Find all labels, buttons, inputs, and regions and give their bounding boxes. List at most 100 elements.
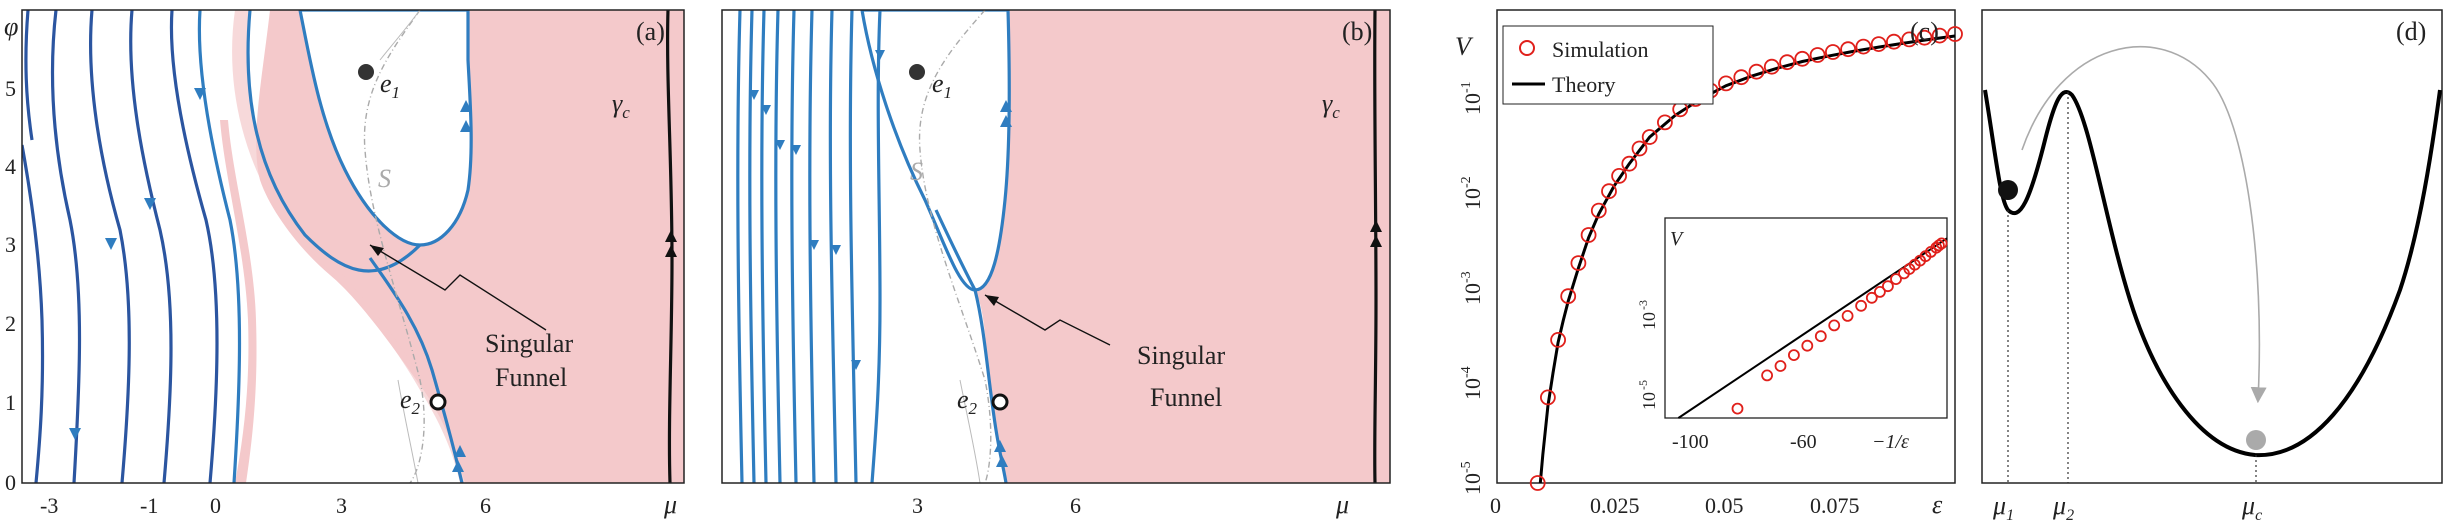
svg-text:-1: -1 [1459,81,1474,93]
panel-tag-b: (b) [1342,17,1372,46]
y-axis-label-a: φ [4,12,18,41]
svg-text:μ1: μ1 [1992,491,2014,523]
panel-c: Simulation Theory (c) V ε 10-5 10-4 10-3… [1455,9,1963,519]
e2-label-a: e2 [400,385,421,418]
simulation-point [1761,369,1773,382]
inset-y-label: V [1670,228,1685,250]
simulation-point [1825,44,1841,60]
y-ticks-c: 10-5 10-4 10-3 10-2 10-1 [1459,81,1485,495]
inset-y-ticks: 10 -5 10 -3 [1636,300,1659,410]
ellipse-region-b [860,10,1011,292]
simulation-point [1733,69,1750,86]
axes-frame-d [1981,9,2443,484]
simulation-point [1801,339,1814,352]
x-axis-label-b: μ [1335,490,1349,519]
simulation-point [1828,319,1841,332]
svg-text:μ2: μ2 [2052,491,2074,523]
simulation-point [1748,63,1765,80]
svg-text:0: 0 [5,470,16,495]
e1-label-b: e1 [932,69,952,102]
x-axis-label-c: ε [1932,490,1943,519]
surface-s-curve-b [918,10,992,483]
simulation-point [1882,280,1894,293]
simulation-point [1841,309,1854,322]
legend-marker-simulation [1519,40,1535,56]
svg-text:0: 0 [1490,493,1501,518]
svg-text:10: 10 [1639,392,1659,410]
svg-text:2: 2 [5,311,16,336]
inset-plot-c [1677,237,1948,419]
simulation-point [1621,155,1638,172]
svg-text:0: 0 [210,493,221,518]
panel-tag-c: (c) [1910,17,1939,46]
svg-text:10: 10 [1460,93,1485,115]
equilibrium-e1-b [909,64,925,80]
surface-s-label-b: S [910,157,923,186]
legend-theory-label: Theory [1552,72,1616,97]
axes-frame-a [21,9,685,484]
simulation-point [1631,140,1648,157]
simulation-point [1657,114,1673,131]
panel-tag-a: (a) [636,17,665,46]
svg-text:6: 6 [1070,493,1081,518]
simulation-point [1931,27,1948,44]
svg-text:3: 3 [912,493,923,518]
svg-text:10: 10 [1460,283,1485,305]
separatrix-b [973,289,1008,483]
funnel-strip-a [232,10,470,483]
state-ball-mu1 [1998,180,2018,200]
equilibrium-e2-a [429,393,447,411]
x-ticks-a: -3 -1 0 3 6 [40,493,491,518]
svg-text:0.075: 0.075 [1810,493,1860,518]
svg-text:μc: μc [2241,491,2262,523]
simulation-point [1947,26,1963,42]
simulation-point [1529,475,1546,491]
x-axis-label-a: μ [663,490,677,519]
svg-text:0.05: 0.05 [1705,493,1744,518]
svg-text:6: 6 [480,493,491,518]
simulation-point [1865,291,1878,304]
simulation-point [1601,183,1617,200]
svg-text:-3: -3 [1459,271,1474,283]
simulation-point [1794,50,1811,67]
svg-text:4: 4 [5,154,16,179]
svg-text:Singular: Singular [1137,341,1225,370]
simulation-point [1840,41,1856,58]
svg-text:1: 1 [5,390,16,415]
simulation-point [1731,402,1744,415]
svg-text:3: 3 [5,232,16,257]
surface-s-curve-a [363,10,425,483]
svg-text:10: 10 [1460,378,1485,400]
legend-simulation-label: Simulation [1552,37,1649,62]
gamma-c-label-a: γc [612,89,630,122]
e1-label-a: e1 [380,69,400,102]
y-ticks-a: 0 1 2 3 4 5 [5,76,16,495]
simulation-point [1855,299,1867,312]
simulation-point [1855,38,1872,55]
x-labels-d: μ1 μ2 μc [1992,491,2262,523]
svg-text:-2: -2 [1459,176,1474,188]
svg-text:10: 10 [1639,312,1659,330]
e2-label-b: e2 [957,385,978,418]
potential-curve-d [1983,89,2442,458]
panel-a: e1 e2 S γc (a) Singular Funnel φ 0 1 2 3… [4,9,685,519]
simulation-point [1550,331,1566,348]
inset-x-ticks: -100 -60 −1/ε [1672,431,1909,453]
simulation-point [1763,58,1780,75]
simulation-point [1886,33,1902,50]
simulation-point [1933,239,1945,252]
panel-tag-d: (d) [2396,17,2426,46]
equilibrium-e2-b [991,393,1009,411]
surface-s-label-a: S [378,164,391,193]
simulation-point [1641,129,1658,145]
svg-text:3: 3 [336,493,347,518]
svg-text:-100: -100 [1672,431,1709,453]
svg-text:-1: -1 [140,493,158,518]
simulation-point [1540,389,1556,406]
simulation-point [1809,47,1826,63]
y-axis-label-c: V [1455,32,1474,61]
svg-text:5: 5 [5,76,16,101]
simulation-point [1718,75,1734,92]
svg-text:-4: -4 [1459,366,1474,378]
